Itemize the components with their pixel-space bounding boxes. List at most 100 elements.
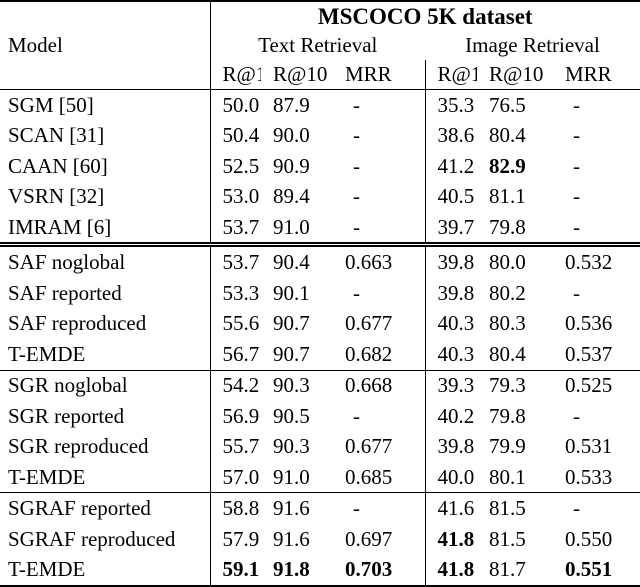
value-cell: 55.7 <box>222 434 260 459</box>
value-cell: 89.4 <box>273 184 310 209</box>
value-cell: 90.5 <box>273 403 310 428</box>
value-cell: 80.4 <box>489 123 526 148</box>
metric-header-image-mrr: MRR <box>553 60 640 90</box>
table-row: SGRAF reproduced 57.9 91.6 0.697 41.8 81.5 0.5… <box>0 523 640 555</box>
value-cell: 55.6 <box>222 311 260 336</box>
model-cell: SGM [50] <box>0 89 211 121</box>
value-cell: 57.9 <box>222 526 260 551</box>
value-cell: 87.9 <box>273 92 310 117</box>
value-cell: - <box>573 403 580 428</box>
value-cell: 82.9 <box>489 153 526 178</box>
model-cell: SGR reported <box>0 400 211 432</box>
model-cell: SGR noglobal <box>0 369 211 401</box>
value-cell: 0.537 <box>565 341 613 366</box>
table-row: T-EMDE 56.7 90.7 0.682 40.3 80.4 0.537 <box>0 339 640 370</box>
model-cell: SAF reproduced <box>0 308 211 340</box>
value-cell: 0.685 <box>345 464 393 489</box>
value-cell: 52.5 <box>222 153 260 178</box>
value-cell: - <box>573 153 580 178</box>
value-cell: 39.7 <box>424 211 477 245</box>
value-cell: 0.532 <box>553 242 640 279</box>
metric-header-text-r1: R@1 <box>210 60 261 90</box>
header-row-metrics: R@1 R@10 MRR R@1 R@10 MRR <box>0 60 640 90</box>
value-cell: 0.533 <box>565 464 613 489</box>
value-cell: 39.3 <box>424 369 477 401</box>
value-cell: - <box>573 123 580 148</box>
value-cell: 41.6 <box>424 492 477 524</box>
value-cell: 0.550 <box>565 526 613 551</box>
model-cell: CAAN [60] <box>0 150 211 182</box>
value-cell: - <box>353 184 360 209</box>
image-retrieval-header: Image Retrieval <box>465 33 600 57</box>
value-cell: 53.3 <box>222 280 260 305</box>
value-cell: 81.1 <box>489 184 526 209</box>
value-cell: 90.9 <box>273 153 310 178</box>
value-cell: - <box>353 280 360 305</box>
value-cell: 40.3 <box>424 308 477 340</box>
table-row: IMRAM [6] 53.7 91.0 - 39.7 79.8 - <box>0 211 640 245</box>
value-cell: 90.1 <box>273 280 310 305</box>
value-cell: 0.697 <box>345 526 393 551</box>
table-row: T-EMDE 57.0 91.0 0.685 40.0 80.1 0.533 <box>0 461 640 493</box>
table-row: SGRAF reported 58.8 91.6-41.6 81.5- <box>0 492 640 524</box>
text-retrieval-header: Text Retrieval <box>258 33 378 57</box>
table-row: SGR reproduced 55.7 90.3 0.677 39.8 79.9 0.531 <box>0 431 640 462</box>
value-cell: 90.3 <box>273 434 310 459</box>
model-cell: SGR reproduced <box>0 431 211 462</box>
table-header: Model MSCOCO 5K dataset Text Retrieval I… <box>0 1 640 90</box>
value-cell: 80.1 <box>489 464 526 489</box>
value-cell: 81.5 <box>489 526 526 551</box>
value-cell: 91.0 <box>273 464 310 489</box>
value-cell: 53.7 <box>210 242 261 279</box>
value-cell: - <box>353 123 360 148</box>
model-cell: T-EMDE <box>0 339 211 370</box>
value-cell: 53.7 <box>222 214 260 239</box>
value-cell: 38.6 <box>424 120 477 151</box>
value-cell: 81.7 <box>489 557 526 582</box>
value-cell: 40.5 <box>424 181 477 212</box>
value-cell: 40.3 <box>424 339 477 370</box>
value-cell: 80.0 <box>477 242 553 279</box>
value-cell: 76.5 <box>489 92 526 117</box>
value-cell: - <box>573 92 580 117</box>
value-cell: - <box>573 214 580 239</box>
value-cell: 41.8 <box>424 523 477 555</box>
table-row: SGR reported 56.9 90.5 - 40.2 79.8 - <box>0 400 640 432</box>
table-row: SAF reproduced 55.6 90.7 0.677 40.3 80.3 0.536 <box>0 308 640 340</box>
value-cell: 0.551 <box>565 557 613 582</box>
value-cell: 57.0 <box>222 464 260 489</box>
value-cell: 90.3 <box>261 369 333 401</box>
model-cell: SCAN [31] <box>0 120 211 151</box>
value-cell: 79.3 <box>477 369 553 401</box>
value-cell: 91.0 <box>273 214 310 239</box>
value-cell: 54.2 <box>210 369 261 401</box>
value-cell: 50.0 <box>222 92 260 117</box>
value-cell: 56.7 <box>222 341 260 366</box>
value-cell: - <box>333 492 425 524</box>
value-cell: 50.4 <box>222 123 260 148</box>
value-cell: 0.668 <box>333 369 425 401</box>
value-cell: 90.7 <box>273 311 310 336</box>
value-cell: 90.7 <box>273 341 310 366</box>
metric-header-image-r1: R@1 <box>424 60 477 90</box>
model-cell: T-EMDE <box>0 461 211 493</box>
value-cell: 35.3 <box>424 89 477 121</box>
value-cell: 39.8 <box>424 242 477 279</box>
value-cell: 56.9 <box>222 403 260 428</box>
value-cell: 0.682 <box>345 341 393 366</box>
table-row: CAAN [60] 52.5 90.9 - 41.2 82.9 - <box>0 150 640 182</box>
value-cell: 0.525 <box>553 369 640 401</box>
value-cell: 80.3 <box>489 311 526 336</box>
table-row: SCAN [31] 50.4 90.0 - 38.6 80.4 - <box>0 120 640 151</box>
table-body: SGM [50] 50.0 87.9 - 35.3 76.5 - SCAN [31] 50.4 9… <box>0 89 640 586</box>
value-cell: 0.677 <box>345 311 393 336</box>
model-column-header: Model <box>0 1 211 90</box>
value-cell: 0.536 <box>565 311 613 336</box>
model-cell: VSRN [32] <box>0 181 211 212</box>
value-cell: 91.6 <box>273 526 310 551</box>
value-cell: 53.0 <box>222 184 260 209</box>
value-cell: - <box>353 403 360 428</box>
table-row: T-EMDE 59.1 91.8 0.703 41.8 81.7 0.551 <box>0 554 640 586</box>
